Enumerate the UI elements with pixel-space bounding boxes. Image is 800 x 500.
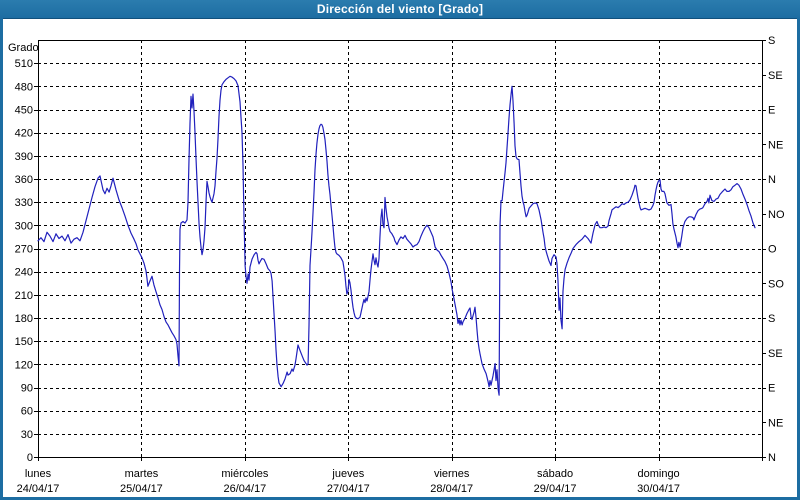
wind-direction-line bbox=[37, 75, 756, 396]
y-right-tick-label: NE bbox=[768, 139, 783, 151]
x-axis-weekday-label: jueves bbox=[331, 468, 364, 480]
y-left-tick-label: 450 bbox=[15, 105, 33, 117]
y-left-tick-label: 180 bbox=[15, 313, 33, 325]
x-axis-date-label: 26/04/17 bbox=[223, 483, 266, 495]
y-left-tick-label: 420 bbox=[15, 128, 33, 140]
y-left-tick-label: 330 bbox=[15, 197, 33, 209]
y-left-tick-label: 300 bbox=[15, 220, 33, 232]
y-left-tick-label: 0 bbox=[27, 452, 33, 464]
y-right-tick-label: O bbox=[768, 244, 777, 256]
y-left-tick-label: 60 bbox=[21, 406, 33, 418]
x-axis-date-label: 29/04/17 bbox=[534, 483, 577, 495]
window-frame-bottom bbox=[0, 497, 800, 500]
x-axis-date-label: 27/04/17 bbox=[327, 483, 370, 495]
y-left-tick-label: 480 bbox=[15, 81, 33, 93]
x-axis-weekday-label: sábado bbox=[537, 468, 573, 480]
plot-border bbox=[38, 40, 763, 458]
y-right-tick-label: NE bbox=[768, 417, 783, 429]
x-axis-weekday-label: miércoles bbox=[221, 468, 269, 480]
y-left-tick-label: 360 bbox=[15, 174, 33, 186]
window-title: Dirección del viento [Grado] bbox=[316, 2, 484, 16]
window-titlebar[interactable]: Dirección del viento [Grado] bbox=[0, 0, 800, 19]
y-right-tick-label: SE bbox=[768, 348, 783, 360]
y-right-tick-label: SE bbox=[768, 70, 783, 82]
y-right-tick-label: N bbox=[768, 174, 776, 186]
y-left-tick-label: 390 bbox=[15, 151, 33, 163]
x-axis-date-label: 24/04/17 bbox=[17, 483, 60, 495]
y-right-tick-label: E bbox=[768, 383, 775, 395]
y-right-tick-label: S bbox=[768, 35, 775, 47]
x-axis-weekday-label: viernes bbox=[434, 468, 470, 480]
x-axis-weekday-label: martes bbox=[125, 468, 159, 480]
y-left-tick-label: 510 bbox=[15, 58, 33, 70]
y-left-tick-label: 150 bbox=[15, 336, 33, 348]
y-right-tick-label: N bbox=[768, 452, 776, 464]
y-right-tick-label: NO bbox=[768, 209, 785, 221]
x-axis-weekday-label: lunes bbox=[25, 468, 52, 480]
y-left-tick-label: 210 bbox=[15, 290, 33, 302]
x-axis-date-label: 28/04/17 bbox=[430, 483, 473, 495]
window-frame-left bbox=[0, 18, 3, 500]
window-frame-right bbox=[797, 18, 800, 500]
x-axis-date-label: 25/04/17 bbox=[120, 483, 163, 495]
y-axis-title: Grado bbox=[8, 42, 39, 54]
y-right-tick-label: S bbox=[768, 313, 775, 325]
y-right-tick-label: SO bbox=[768, 278, 784, 290]
y-right-tick-label: E bbox=[768, 105, 775, 117]
x-axis-weekday-label: domingo bbox=[637, 468, 679, 480]
y-left-tick-label: 240 bbox=[15, 267, 33, 279]
y-left-tick-label: 90 bbox=[21, 383, 33, 395]
y-left-tick-label: 270 bbox=[15, 244, 33, 256]
x-axis-date-label: 30/04/17 bbox=[637, 483, 680, 495]
y-left-tick-label: 30 bbox=[21, 429, 33, 441]
y-left-tick-label: 120 bbox=[15, 359, 33, 371]
